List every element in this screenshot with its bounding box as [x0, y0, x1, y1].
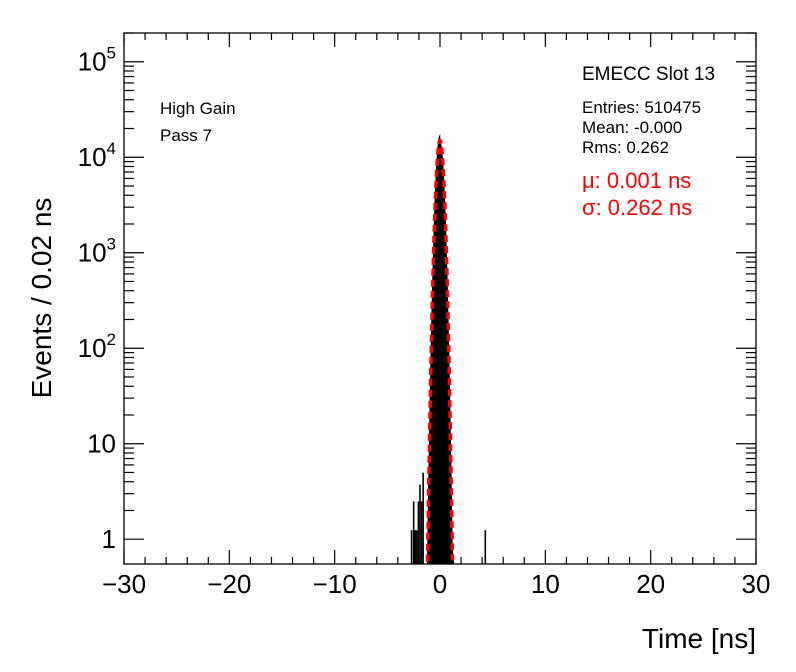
fit-sigma-label: σ: 0.262 ns — [582, 195, 692, 220]
x-tick-label: −10 — [313, 569, 357, 599]
y-tick-label: 10 — [87, 429, 116, 459]
y-axis-title: Events / 0.02 ns — [26, 198, 57, 399]
fit-mu-label: μ: 0.001 ns — [582, 168, 691, 193]
fit-layer — [425, 138, 455, 562]
gain-label: High Gain — [160, 99, 236, 118]
x-tick-label: −20 — [207, 569, 251, 599]
y-tick-label: 102 — [78, 330, 116, 363]
y-tick-label: 1 — [102, 524, 116, 554]
y-tick-label: 104 — [78, 139, 116, 172]
x-tick-label: −30 — [102, 569, 146, 599]
x-tick-label: 0 — [433, 569, 447, 599]
y-tick-label: 105 — [78, 44, 116, 77]
x-tick-label: 30 — [742, 569, 771, 599]
gaussian-fit-curve — [425, 138, 455, 562]
chart-title: EMECC Slot 13 — [582, 64, 715, 85]
rms-label: Rms: 0.262 — [582, 138, 669, 157]
x-axis-title: Time [ns] — [642, 623, 756, 654]
entries-label: Entries: 510475 — [582, 98, 701, 117]
mean-label: Mean: -0.000 — [582, 118, 682, 137]
y-ticks: 1 10 102 103 104 105 — [78, 32, 756, 554]
pass-label: Pass 7 — [160, 126, 212, 145]
y-tick-label: 103 — [78, 235, 116, 268]
x-tick-label: 10 — [531, 569, 560, 599]
x-ticks: −30 −20 −10 0 10 20 30 — [102, 33, 771, 599]
x-tick-label: 20 — [636, 569, 665, 599]
